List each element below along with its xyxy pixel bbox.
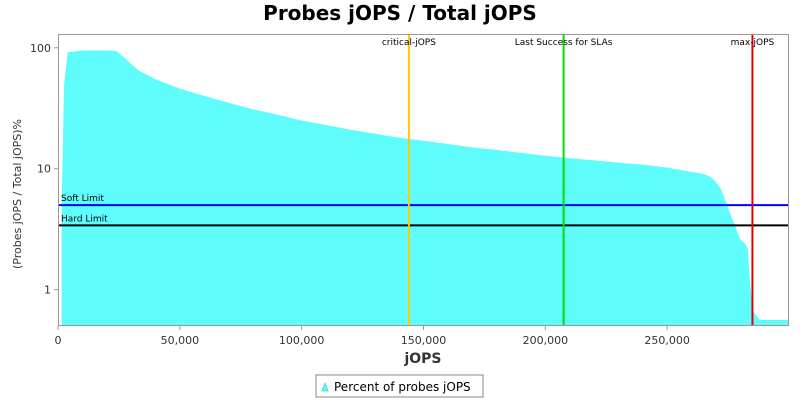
x-tick-label: 50,000 <box>161 334 200 347</box>
x-axis: 0 50,000 100,000 150,000 200,000 250,000 <box>55 326 690 347</box>
legend-swatch-triangle-icon <box>321 381 329 392</box>
x-tick-label: 150,000 <box>401 334 447 347</box>
x-tick-label: 250,000 <box>644 334 690 347</box>
plot-area: Soft Limit Hard Limit critical-jOPS Last S… <box>58 34 789 326</box>
x-tick-label: 200,000 <box>523 334 569 347</box>
x-axis-label: jOPS <box>403 351 441 367</box>
x-tick-label: 0 <box>55 334 62 347</box>
y-axis-label: (Probes jOPS / Total jOPS)% <box>11 119 24 269</box>
y-axis: 1 10 100 <box>30 42 58 297</box>
x-tick-label: 100,000 <box>279 334 325 347</box>
y-tick-label: 100 <box>30 42 51 55</box>
vmarker-label-1: Last Success for SLAs <box>515 38 613 48</box>
vertical-marker-layer: critical-jOPS Last Success for SLAs max-jO… <box>382 34 775 326</box>
vmarker-label-2: max-jOPS <box>731 38 775 48</box>
legend: Percent of probes jOPS <box>315 374 484 398</box>
hmarker-label-0: Soft Limit <box>61 194 104 204</box>
legend-box <box>315 374 484 398</box>
horizontal-marker-layer: Soft Limit Hard Limit <box>58 194 789 227</box>
vmarker-label-0: critical-jOPS <box>382 38 436 48</box>
y-tick-label: 10 <box>37 163 51 176</box>
chart-title: Probes jOPS / Total jOPS <box>263 1 537 25</box>
series-layer <box>61 50 789 326</box>
plot-border <box>58 34 789 326</box>
legend-entry-label: Percent of probes jOPS <box>334 380 471 394</box>
hmarker-label-1: Hard Limit <box>61 214 108 224</box>
y-tick-label: 1 <box>44 284 51 297</box>
series-area-0 <box>61 50 789 326</box>
